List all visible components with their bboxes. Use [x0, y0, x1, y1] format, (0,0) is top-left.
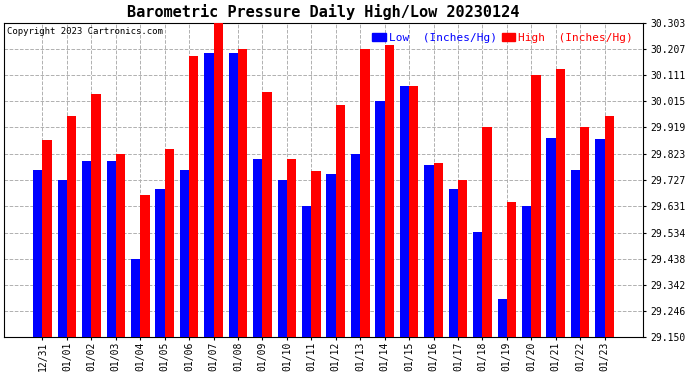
Bar — [287, 159, 296, 337]
Bar — [595, 139, 604, 337]
Bar — [238, 49, 247, 337]
Bar — [131, 259, 140, 337]
Bar — [189, 56, 199, 337]
Bar — [302, 206, 311, 337]
Bar — [253, 159, 262, 337]
Bar — [82, 161, 91, 337]
Bar — [58, 180, 67, 337]
Bar — [497, 299, 507, 337]
Bar — [43, 140, 52, 337]
Bar — [326, 174, 336, 337]
Bar — [375, 101, 384, 337]
Bar — [33, 170, 43, 337]
Bar — [336, 105, 345, 337]
Bar — [482, 127, 492, 337]
Bar — [458, 180, 467, 337]
Bar — [228, 53, 238, 337]
Legend: Low  (Inches/Hg), High  (Inches/Hg): Low (Inches/Hg), High (Inches/Hg) — [368, 28, 638, 47]
Bar — [165, 149, 174, 337]
Bar — [311, 171, 321, 337]
Bar — [140, 195, 150, 337]
Bar — [400, 86, 409, 337]
Bar — [106, 161, 116, 337]
Bar — [555, 69, 565, 337]
Bar — [204, 53, 214, 337]
Bar — [448, 189, 458, 337]
Bar — [180, 170, 189, 337]
Bar — [262, 92, 272, 337]
Bar — [546, 138, 555, 337]
Bar — [214, 21, 223, 337]
Bar — [571, 170, 580, 337]
Bar — [277, 180, 287, 337]
Bar — [531, 75, 540, 337]
Bar — [384, 45, 394, 337]
Bar — [360, 49, 370, 337]
Bar — [116, 154, 125, 337]
Bar — [424, 165, 433, 337]
Title: Barometric Pressure Daily High/Low 20230124: Barometric Pressure Daily High/Low 20230… — [128, 4, 520, 20]
Bar — [473, 232, 482, 337]
Bar — [67, 116, 76, 337]
Bar — [155, 189, 165, 337]
Bar — [433, 163, 443, 337]
Bar — [351, 154, 360, 337]
Bar — [522, 206, 531, 337]
Bar — [604, 116, 614, 337]
Bar — [580, 127, 589, 337]
Bar — [409, 86, 418, 337]
Bar — [507, 202, 516, 337]
Bar — [91, 94, 101, 337]
Text: Copyright 2023 Cartronics.com: Copyright 2023 Cartronics.com — [8, 27, 164, 36]
